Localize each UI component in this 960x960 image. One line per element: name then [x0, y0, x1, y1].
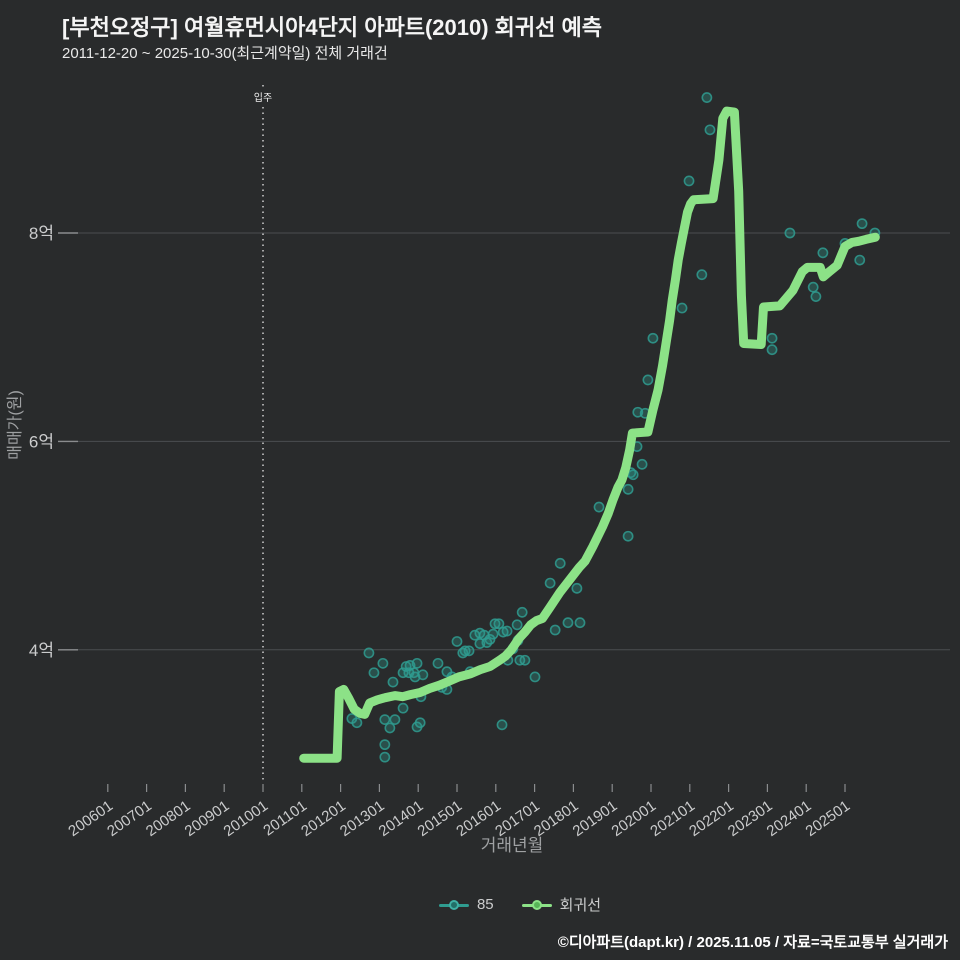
line-legend-marker-icon [521, 899, 552, 910]
scatter-point [810, 291, 822, 302]
scatter-point [397, 702, 409, 714]
grid-layer [58, 232, 950, 651]
scatter-point [549, 624, 561, 636]
scatter-point [511, 619, 523, 631]
scatter-point [856, 218, 868, 230]
scatter-point [784, 227, 796, 239]
scatter-point [368, 667, 380, 679]
scatter-point [389, 714, 401, 726]
scatter-point [854, 254, 866, 266]
scatter-point [377, 657, 389, 669]
scatter-point [379, 751, 391, 763]
legend-item-regression[interactable]: 회귀선 [521, 894, 602, 915]
scatter-point [701, 92, 713, 103]
scatter-point [683, 175, 695, 187]
scatter-point [501, 625, 513, 637]
legend-label-85: 85 [476, 896, 494, 913]
scatter-point [766, 332, 778, 344]
y-axis-title: 매매가(원) [6, 390, 24, 460]
scatter-point [593, 501, 605, 513]
scatter-point [529, 671, 541, 683]
regression-series [299, 106, 880, 763]
scatter-point [636, 458, 648, 470]
scatter-point [384, 722, 396, 734]
scatter-point [409, 671, 421, 683]
scatter-point [676, 302, 688, 314]
scatter-point [766, 344, 778, 356]
scatter-point [417, 669, 429, 681]
scatter-point [544, 577, 556, 589]
scatter-point [414, 717, 426, 729]
scatter-point [704, 124, 716, 136]
scatter-point [696, 269, 708, 281]
scatter-point [451, 636, 463, 647]
scatter-point [622, 483, 634, 495]
scatter-point [562, 617, 574, 629]
scatter-point [519, 654, 531, 666]
x-tick-label: 202501 [803, 797, 854, 840]
scatter-point [387, 676, 399, 688]
move-in-label-bg [250, 90, 276, 104]
regression-line [299, 106, 880, 763]
legend-item-85[interactable]: 85 [438, 894, 494, 915]
scatter-point [622, 530, 634, 542]
scatter-point [496, 719, 508, 731]
scatter-point [647, 332, 659, 344]
scatter-point [817, 247, 829, 259]
attribution-footer: ©디아파트(dapt.kr) / 2025.11.05 / 자료=국토교통부 실… [557, 934, 948, 951]
scatter-point [642, 374, 654, 386]
scatter-point [463, 645, 475, 657]
scatter-point [493, 618, 505, 630]
scatter-point [554, 557, 566, 569]
scatter-legend-marker-icon [438, 899, 469, 910]
x-axis: 2006012007012008012009012010012011012012… [65, 784, 853, 840]
y-tick-label: 8억 [29, 224, 54, 243]
scatter-point [411, 657, 423, 669]
x-tick-label: 201001 [221, 797, 272, 840]
page-title: [부천오정구] 여월휴먼시아4단지 아파트(2010) 회귀선 예측 [62, 15, 602, 40]
scatter-point [351, 717, 363, 729]
legend: 85 회귀선 [40, 894, 960, 915]
scatter-point [379, 714, 391, 726]
scatter-point [571, 582, 583, 594]
legend-label-regression: 회귀선 [559, 897, 602, 914]
scatter-point [487, 628, 499, 640]
y-tick-label: 4억 [29, 641, 54, 660]
scatter-point [627, 469, 639, 481]
move-in-label: 입주 [254, 91, 272, 104]
page-subtitle: 2011-12-20 ~ 2025-10-30(최근계약일) 전체 거래건 [62, 45, 388, 62]
move-in-annotation: 입주 [250, 85, 276, 783]
scatter-point [574, 617, 586, 629]
scatter-point [363, 647, 375, 659]
scatter-point [484, 633, 496, 645]
y-tick-label: 6억 [29, 432, 54, 451]
x-axis-title: 거래년월 [481, 836, 544, 855]
scatter-series-85 [346, 92, 881, 763]
scatter-point [432, 657, 444, 669]
y-axis: 4억 6억 8억 [29, 224, 78, 660]
scatter-point [379, 739, 391, 751]
scatter-point [807, 281, 819, 293]
scatter-point [516, 606, 528, 618]
